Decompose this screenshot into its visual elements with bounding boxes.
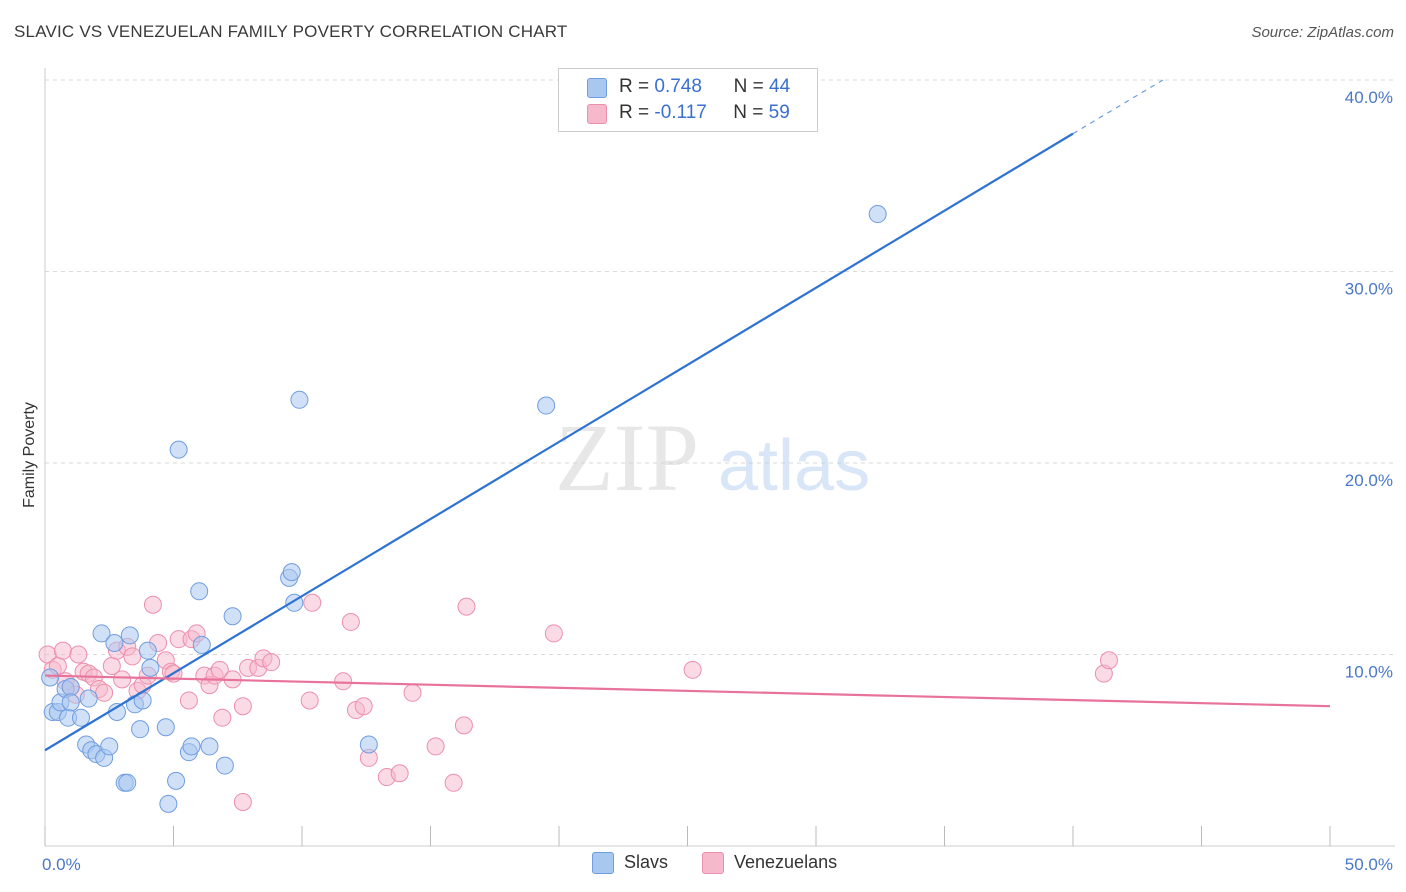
gridlines	[45, 79, 1395, 655]
x-tick-label: 50.0%	[1345, 855, 1393, 874]
slavs-point	[61, 693, 80, 712]
venezuelans-point	[354, 697, 373, 716]
venezuelans-point	[390, 764, 409, 783]
y-tick-label: 10.0%	[1345, 663, 1393, 682]
watermark: ZIP atlas	[555, 404, 870, 511]
slavs-point	[215, 756, 234, 775]
slavs-point	[141, 658, 160, 677]
slavs-point	[167, 771, 186, 790]
slavs-point	[169, 440, 188, 459]
slavs-trend-extension	[1072, 79, 1164, 135]
legend-text-slavs: R = 0.748 N = 44	[619, 76, 790, 98]
slavs-point	[118, 773, 137, 792]
slavs-point	[79, 689, 98, 708]
venezuelans-point	[233, 792, 252, 811]
bottom-legend-swatch-venezuelans	[702, 852, 724, 874]
slavs-point	[868, 205, 887, 224]
y-tick-label: 20.0%	[1345, 471, 1393, 490]
bottom-legend-swatch-slavs	[592, 852, 614, 874]
slavs-point	[61, 678, 80, 697]
slavs-point	[92, 624, 111, 643]
venezuelans-point	[341, 612, 360, 631]
legend-n-value: 44	[769, 76, 791, 97]
slavs-point	[290, 390, 309, 409]
slavs-point	[156, 718, 175, 737]
venezuelans-trend-line	[44, 674, 1331, 708]
venezuelans-point	[1099, 651, 1118, 670]
venezuelans-point	[210, 660, 229, 679]
chart-title: SLAVIC VS VENEZUELAN FAMILY POVERTY CORR…	[14, 22, 568, 41]
slavs-point	[200, 737, 219, 756]
slavs-point	[190, 582, 209, 601]
venezuelans-point	[233, 697, 252, 716]
venezuelans-point	[69, 645, 88, 664]
watermark-atlas: atlas	[718, 426, 870, 506]
venezuelans-point	[300, 691, 319, 710]
legend-n-label: N =	[733, 102, 764, 123]
venezuelans-point	[303, 593, 322, 612]
venezuelans-point	[179, 691, 198, 710]
venezuelans-point	[457, 597, 476, 616]
slavs-point	[71, 708, 90, 727]
slavs-trend-line	[44, 132, 1074, 752]
slavs-point	[105, 634, 124, 653]
slavs-point	[120, 626, 139, 645]
venezuelans-point	[143, 595, 162, 614]
venezuelans-point	[403, 683, 422, 702]
stats-legend: R = 0.748 N = 44 R = -0.117 N = 59	[558, 68, 818, 132]
trend-lines	[44, 79, 1331, 752]
slavs-point	[138, 641, 157, 660]
venezuelans-point	[426, 737, 445, 756]
slavs-point	[359, 735, 378, 754]
venezuelans-point	[544, 624, 563, 643]
legend-swatch-venezuelans	[587, 104, 607, 124]
venezuelans-point	[53, 641, 72, 660]
legend-row-slavs: R = 0.748 N = 44	[559, 75, 817, 101]
venezuelans-point	[334, 672, 353, 691]
legend-n-value: 59	[768, 102, 790, 123]
venezuelans-point	[113, 670, 132, 689]
slavs-point	[537, 396, 556, 415]
bottom-legend-label-venezuelans: Venezuelans	[734, 852, 838, 872]
slavs-point	[100, 737, 119, 756]
legend-r-value: 0.748	[654, 76, 702, 97]
legend-r-label: R =	[619, 76, 650, 97]
legend-swatch-slavs	[587, 78, 607, 98]
legend-n-label: N =	[733, 76, 764, 97]
slavs-point	[192, 635, 211, 654]
slavs-point	[223, 607, 242, 626]
venezuelans-point	[213, 708, 232, 727]
venezuelans-points	[38, 593, 1118, 811]
slavs-point	[159, 794, 178, 813]
venezuelans-point	[683, 660, 702, 679]
chart-source: Source: ZipAtlas.com	[1251, 24, 1394, 41]
venezuelans-point	[444, 773, 463, 792]
y-axis-label: Family Poverty	[21, 402, 38, 508]
slavs-point	[41, 668, 60, 687]
legend-r-value: -0.117	[654, 102, 707, 123]
legend-text-venezuelans: R = -0.117 N = 59	[619, 102, 790, 124]
venezuelans-point	[262, 653, 281, 672]
venezuelans-point	[123, 647, 142, 666]
y-tick-label: 40.0%	[1345, 88, 1393, 107]
legend-row-venezuelans: R = -0.117 N = 59	[559, 101, 817, 127]
bottom-legend-label-slavs: Slavs	[624, 852, 669, 872]
watermark-zip: ZIP	[555, 404, 699, 511]
slavs-point	[131, 720, 150, 739]
x-tick-label: 0.0%	[42, 855, 81, 874]
tick-labels: 10.0% 20.0% 30.0% 40.0% 0.0% 50.0%	[42, 88, 1393, 874]
legend-r-label: R =	[619, 102, 650, 123]
slavs-point	[282, 563, 301, 582]
venezuelans-point	[454, 716, 473, 735]
y-tick-label: 30.0%	[1345, 280, 1393, 299]
slavs-point	[182, 737, 201, 756]
venezuelans-point	[95, 683, 114, 702]
